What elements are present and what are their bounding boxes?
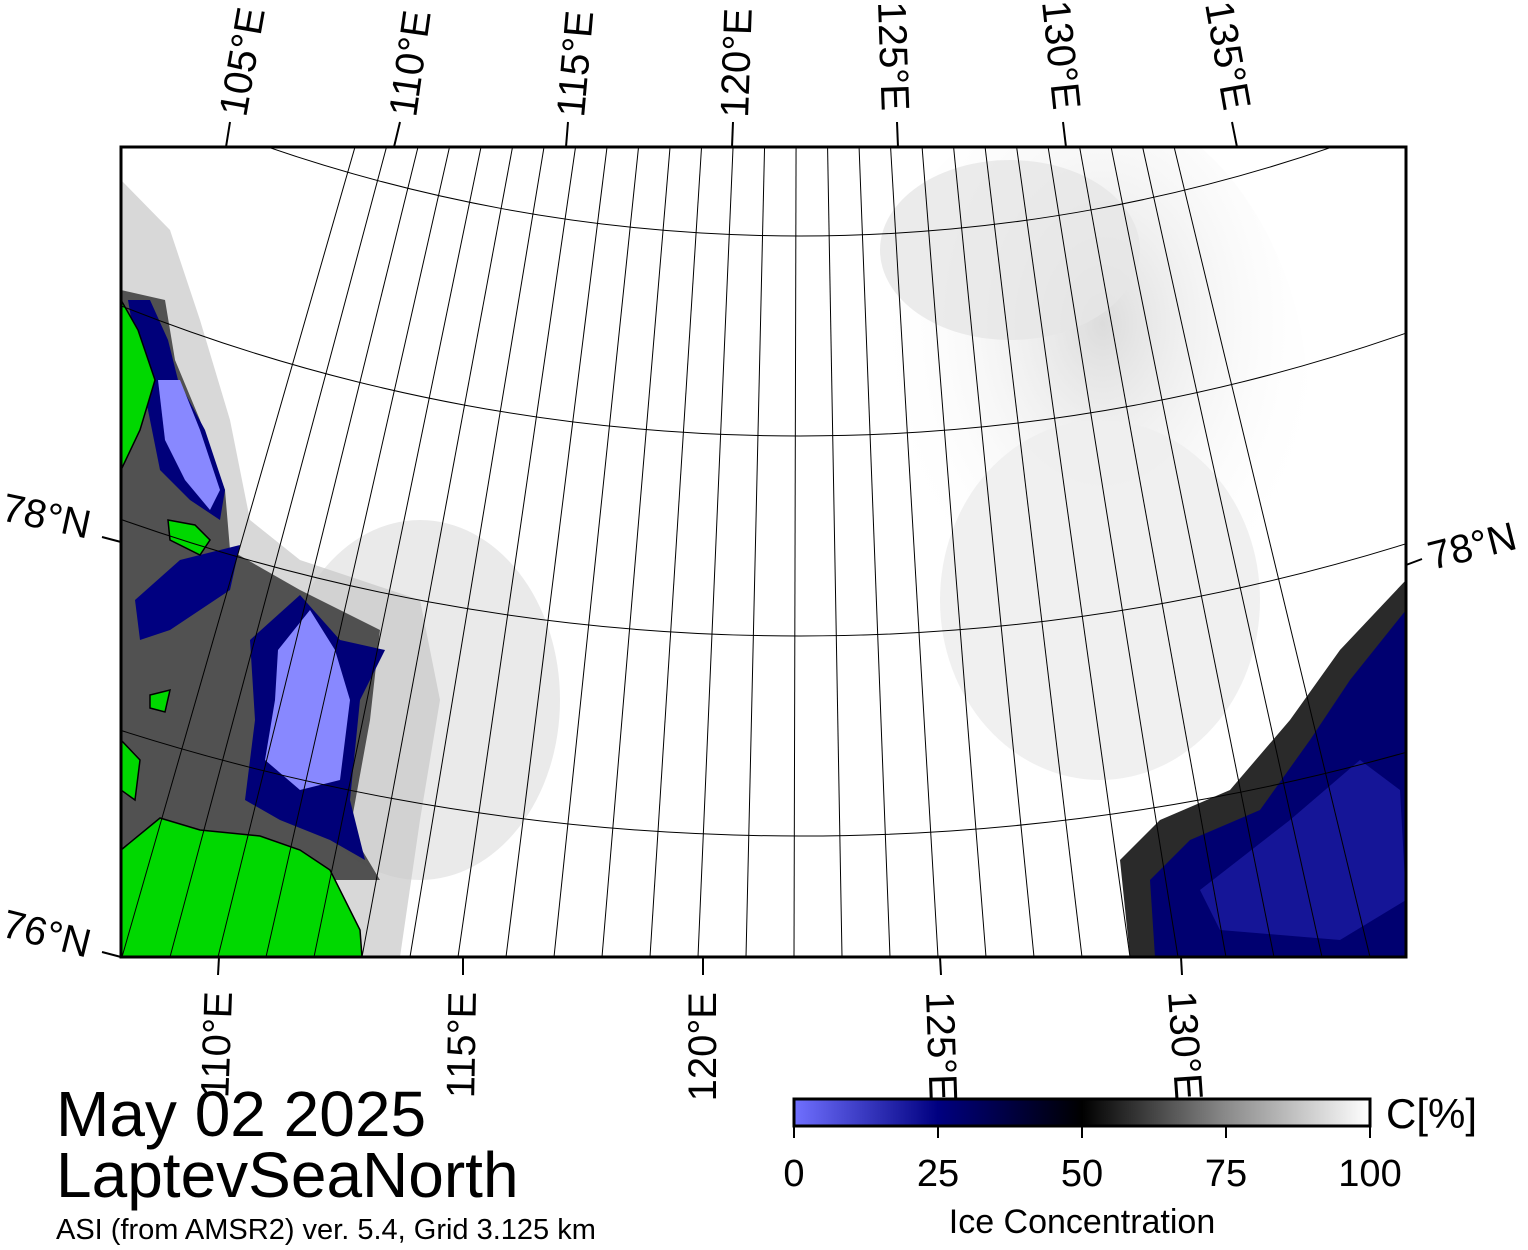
- lon-label-bottom: 115°E: [439, 991, 485, 1098]
- meridian-line: [553, 147, 640, 957]
- meridian-line: [121, 147, 356, 957]
- meridian-line: [1110, 147, 1275, 957]
- meridian-line: [505, 147, 608, 957]
- graticule: [121, 147, 1406, 957]
- lon-label-top: 105°E: [212, 4, 274, 119]
- meridian-line: [457, 147, 577, 957]
- land-island: [121, 738, 141, 802]
- meridian-line: [313, 147, 482, 957]
- meridian-line: [601, 147, 671, 957]
- lat-label-left: 76°N: [0, 902, 95, 966]
- lon-label-top: 115°E: [549, 9, 602, 119]
- meridian-line: [409, 147, 545, 957]
- meridian-line: [217, 147, 419, 957]
- lon-label-bottom: 125°E: [917, 991, 965, 1102]
- meridian-line: [745, 147, 766, 957]
- meridian-line: [697, 147, 734, 957]
- region-title: LaptevSeaNorth: [56, 1139, 519, 1211]
- lon-label-top: 135°E: [1196, 0, 1258, 113]
- polynya-south-core: [265, 610, 350, 790]
- meridian-line: [169, 147, 388, 957]
- meridian-line: [265, 147, 451, 957]
- land-island: [149, 688, 172, 713]
- bottom-lon-labels: 110°E 115°E 120°E 125°E 130°E: [193, 990, 1210, 1102]
- parallel-line: [267, 147, 1333, 237]
- lon-label-bottom: 110°E: [193, 991, 241, 1099]
- colorbar: [792, 1097, 1372, 1128]
- meridian-line: [953, 147, 1035, 957]
- map-frame: [119, 145, 1408, 959]
- meridian-line: [827, 147, 843, 957]
- lon-label-top: 120°E: [713, 7, 761, 118]
- lon-label-bottom: 120°E: [681, 992, 725, 1101]
- meridian-line: [921, 147, 987, 957]
- polynya-north-core: [158, 380, 220, 510]
- colorbar-tick-label: 75: [1204, 1153, 1248, 1195]
- lon-label-top: 125°E: [869, 1, 917, 112]
- meridian-line: [361, 147, 514, 957]
- meridian-line: [1173, 147, 1371, 957]
- lon-label-top: 130°E: [1033, 0, 1088, 112]
- lat-label-left: 78°N: [0, 486, 95, 548]
- land-taymyr: [121, 817, 363, 957]
- meridian-line: [890, 147, 939, 957]
- colorbar-label: Ice Concentration: [948, 1203, 1216, 1241]
- date-title: May 02 2025: [56, 1078, 427, 1150]
- meridian-line: [858, 147, 891, 957]
- lon-label-top: 110°E: [381, 8, 439, 120]
- meridian-line: [793, 147, 797, 957]
- polynya-mid: [135, 545, 240, 640]
- map-panel: [121, 147, 1406, 957]
- colorbar-tick-label: 50: [1060, 1153, 1104, 1195]
- meridian-line: [1047, 147, 1179, 957]
- colorbar-tick-label: 0: [783, 1153, 805, 1195]
- ice-texture: [940, 420, 1260, 780]
- meridian-line: [984, 147, 1083, 957]
- land-severnaya-zemlya: [121, 298, 156, 471]
- ice-texture: [880, 160, 1140, 340]
- meridian-line: [1016, 147, 1131, 957]
- lon-label-bottom: 130°E: [1159, 990, 1211, 1102]
- top-lon-labels: 105°E 110°E 115°E 120°E 125°E 130°E 135°…: [212, 0, 1259, 120]
- colorbar-unit: C[%]: [1386, 1090, 1478, 1137]
- colorbar-tick-label: 100: [1338, 1153, 1402, 1195]
- meridian-line: [649, 147, 703, 957]
- lat-label-right: 78°N: [1424, 514, 1521, 578]
- frame-ticks: [101, 121, 1423, 976]
- colorbar-tick-label: 25: [916, 1153, 960, 1195]
- meridian-line: [1142, 147, 1323, 957]
- meridian-line: [1079, 147, 1227, 957]
- product-subtitle: ASI (from AMSR2) ver. 5.4, Grid 3.125 km: [56, 1214, 596, 1246]
- colorbar-ticks: [793, 1126, 1371, 1138]
